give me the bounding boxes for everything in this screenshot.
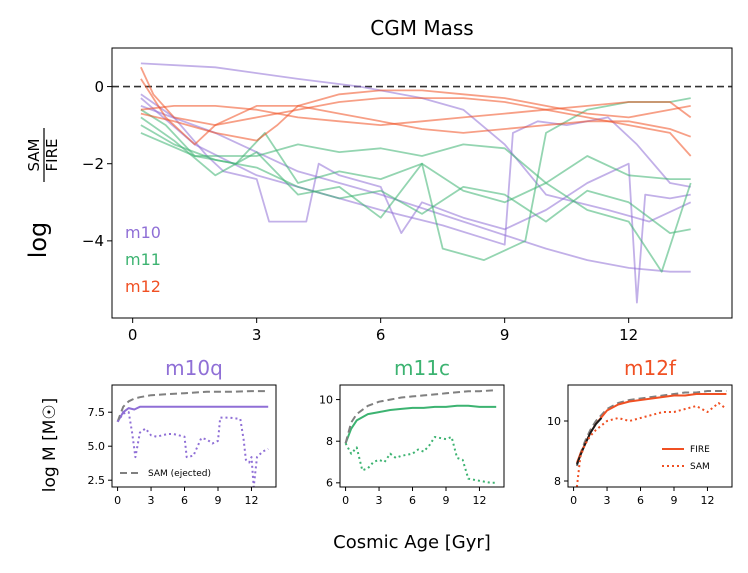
svg-text:log: log [24,222,52,259]
series-line-sam-ejected--2 [344,436,497,484]
y-tick-label: 8 [554,475,561,488]
series-line-m11-7 [140,132,691,184]
y-tick-label: 10 [319,393,333,406]
series-line-m11-5 [140,116,692,273]
series-line-sam-1 [116,390,269,423]
x-tick-label: 12 [619,326,638,344]
panel-title: m12f [624,356,677,380]
bottom-ylabel: log M [M☉] [40,398,60,493]
x-tick-label: 3 [376,494,383,507]
m10q-panel: 0 3 6 9 12 2.5 5.0 7.5 m10q SAM (ejected) [88,356,277,507]
cgm-mass-panel: 0 3 6 9 12 0 −2 −4 m10 m11 m12 [82,47,733,344]
legend-label: SAM (ejected) [148,469,211,479]
legend-label-m12: m12 [125,277,161,296]
x-tick-label: 0 [114,494,121,507]
x-tick-label: 12 [244,494,258,507]
x-tick-label: 12 [700,494,714,507]
x-tick-label: 3 [604,494,611,507]
series-line-sam-ejected--2 [116,411,269,487]
x-tick-label: 6 [637,494,644,507]
series-line-m12-8 [140,66,692,157]
x-tick-label: 12 [472,494,486,507]
y-tick-label: 7.5 [88,406,106,419]
series-line-m12-10 [140,78,692,146]
x-tick-label: 3 [252,326,262,344]
y-tick-label: 5.0 [88,440,106,453]
series-line-fire-0 [344,404,497,444]
x-tick-label: 0 [570,494,577,507]
legend-label-m10: m10 [125,223,161,242]
axes-frame [567,384,733,488]
axes-frame [111,47,733,319]
figure-xlabel: Cosmic Age [Gyr] [333,532,491,553]
legend-label-sam: SAM [690,462,710,472]
y-tick-label: 8 [326,435,333,448]
y-tick-label: 2.5 [88,474,106,487]
x-tick-label: 9 [670,494,677,507]
x-tick-label: 6 [181,494,188,507]
series-line-sam-1 [344,389,497,444]
y-tick-label: 6 [326,477,333,490]
series-line-m10-2 [140,97,691,246]
y-tick-label: −4 [82,232,104,250]
series-line-m12-11 [140,89,691,142]
y-tick-label: −2 [82,155,104,173]
panel-title: m10q [165,356,223,380]
series-line-m10-1 [140,93,691,304]
svg-text:SAM: SAM [25,138,43,171]
series-line-m11-6 [140,124,691,235]
m11c-panel: 0 3 6 9 12 6 8 10 m11c [319,356,505,507]
x-tick-label: 3 [148,494,155,507]
series-line-fire-0 [116,405,269,423]
x-tick-label: 6 [409,494,416,507]
series-line-fire-early--2 [575,417,603,465]
m12f-panel: 0 3 6 9 12 8 10 m12f FIRE SAM [547,356,733,507]
axes-frame [111,384,277,488]
series-line-sam-0 [575,390,727,467]
main-ylabel: log SAM FIRE [24,128,61,258]
x-tick-label: 0 [342,494,349,507]
x-tick-label: 9 [442,494,449,507]
main-chart-title: CGM Mass [370,16,473,40]
x-tick-label: 9 [500,326,510,344]
series-line-m12-9 [140,101,692,126]
series-line-sam-ejected--3 [575,402,728,487]
x-tick-label: 0 [128,326,138,344]
panel-title: m11c [394,356,450,380]
axes-frame [339,384,505,488]
series-line-m10-0 [140,62,692,223]
x-tick-label: 6 [376,326,386,344]
y-tick-label: 10 [547,415,561,428]
series-line-m10-3 [140,105,691,273]
y-tick-label: 0 [94,78,104,96]
legend-label-fire: FIRE [690,445,710,455]
svg-text:FIRE: FIRE [43,139,61,172]
legend-label-m11: m11 [125,250,161,269]
x-tick-label: 9 [214,494,221,507]
